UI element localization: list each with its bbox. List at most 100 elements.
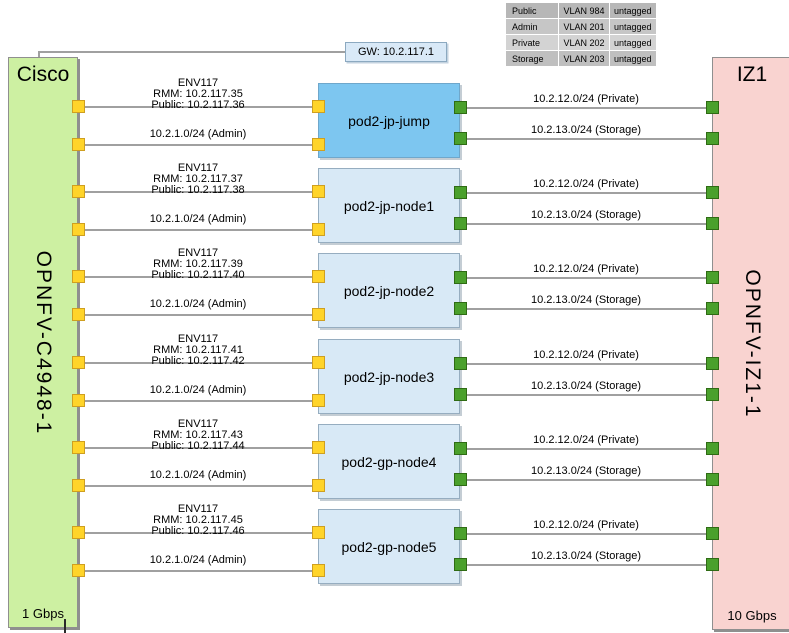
switch-iz1-box[interactable]: IZ1 OPNFV-IZ1-1 10 Gbps: [712, 57, 789, 630]
admin-link-line: [78, 144, 318, 146]
node-port-public: [311, 526, 325, 539]
switch-speed-label: 10 Gbps: [727, 608, 777, 623]
iz1-port-private: [705, 186, 719, 199]
vlan-table-row: Storage VLAN 203 untagged: [506, 51, 656, 66]
node-group: ENV117 RMM: 10.2.117.35 Public: 10.2.117.3…: [0, 0, 789, 160]
private-link-line: [460, 448, 712, 450]
public-link-line: [78, 191, 318, 193]
node-port-admin: [311, 138, 325, 151]
node-port-storage: [453, 132, 467, 145]
node-box-pod2-jp-jump[interactable]: pod2-jp-jump: [318, 83, 460, 158]
env-rmm-public-label: ENV117 RMM: 10.2.117.43 Public: 10.2.117.4…: [151, 418, 245, 452]
public-link-line: [78, 106, 318, 108]
node-port-admin: [311, 223, 325, 236]
iz1-port-storage: [705, 473, 719, 486]
switch-port-admin: [71, 394, 85, 407]
vlan-tagging-cell: untagged: [610, 35, 656, 50]
switch-port-public: [71, 526, 85, 539]
node-port-public: [311, 185, 325, 198]
env-rmm-public-label: ENV117 RMM: 10.2.117.45 Public: 10.2.117.4…: [151, 503, 245, 537]
node-port-public: [311, 100, 325, 113]
vlan-id-cell: VLAN 202: [559, 35, 609, 50]
node-port-admin: [311, 308, 325, 321]
storage-network-label: 10.2.13.0/24 (Storage): [530, 380, 642, 392]
node-port-private: [453, 357, 467, 370]
node-port-storage: [453, 388, 467, 401]
node-port-public: [311, 270, 325, 283]
storage-link-line: [460, 138, 712, 140]
iz1-port-storage: [705, 388, 719, 401]
node-group: ENV117 RMM: 10.2.117.45 Public: 10.2.117.4…: [0, 426, 789, 586]
storage-network-label: 10.2.13.0/24 (Storage): [530, 550, 642, 562]
iz1-port-private: [705, 101, 719, 114]
vlan-tagging-cell: untagged: [610, 51, 656, 66]
switch-name-vertical: OPNFV-IZ1-1: [741, 268, 764, 419]
node-box-pod2-gp-node4[interactable]: pod2-gp-node4: [318, 424, 460, 499]
switch-port-admin: [71, 223, 85, 236]
node-box-pod2-jp-node2[interactable]: pod2-jp-node2: [318, 253, 460, 328]
env-rmm-public-label: ENV117 RMM: 10.2.117.37 Public: 10.2.117.3…: [151, 162, 245, 196]
node-box-pod2-jp-node1[interactable]: pod2-jp-node1: [318, 168, 460, 243]
admin-link-line: [78, 570, 318, 572]
switch-name-vertical: OPNFV-C4948-1: [32, 250, 55, 435]
private-link-line: [460, 192, 712, 194]
private-link-line: [460, 363, 712, 365]
private-network-label: 10.2.12.0/24 (Private): [533, 178, 639, 190]
vlan-tagging-cell: untagged: [610, 19, 656, 34]
switch-speed-label: 1 Gbps: [22, 606, 64, 621]
switch-port-admin: [71, 479, 85, 492]
node-port-private: [453, 271, 467, 284]
gateway-connector-stub: [38, 51, 40, 58]
storage-link-line: [460, 479, 712, 481]
node-port-admin: [311, 394, 325, 407]
vlan-network-cell: Admin: [506, 19, 558, 34]
artifact-mark: [64, 619, 66, 633]
switch-cisco-box[interactable]: Cisco OPNFV-C4948-1 1 Gbps: [8, 57, 78, 628]
public-link-line: [78, 447, 318, 449]
private-network-label: 10.2.12.0/24 (Private): [533, 93, 639, 105]
storage-link-line: [460, 394, 712, 396]
gateway-connector-line: [38, 51, 345, 53]
vlan-network-cell: Storage: [506, 51, 558, 66]
switch-port-admin: [71, 564, 85, 577]
gateway-label: GW: 10.2.117.1: [357, 46, 435, 58]
gateway-box[interactable]: GW: 10.2.117.1: [345, 42, 447, 62]
node-box-pod2-jp-node3[interactable]: pod2-jp-node3: [318, 339, 460, 414]
vlan-table-row: Private VLAN 202 untagged: [506, 35, 656, 50]
switch-port-admin: [71, 308, 85, 321]
public-link-line: [78, 362, 318, 364]
node-port-admin: [311, 564, 325, 577]
private-link-line: [460, 107, 712, 109]
env-rmm-public-label: ENV117 RMM: 10.2.117.39 Public: 10.2.117.4…: [151, 247, 245, 281]
iz1-port-private: [705, 271, 719, 284]
storage-link-line: [460, 564, 712, 566]
vlan-id-cell: VLAN 201: [559, 19, 609, 34]
vlan-id-cell: VLAN 984: [559, 3, 609, 18]
switch-title: IZ1: [736, 63, 768, 86]
iz1-port-storage: [705, 558, 719, 571]
switch-port-public: [71, 100, 85, 113]
vlan-network-cell: Public: [506, 3, 558, 18]
node-port-private: [453, 101, 467, 114]
private-network-label: 10.2.12.0/24 (Private): [533, 349, 639, 361]
admin-link-line: [78, 229, 318, 231]
iz1-port-private: [705, 357, 719, 370]
switch-title: Cisco: [16, 63, 70, 86]
iz1-port-storage: [705, 132, 719, 145]
private-network-label: 10.2.12.0/24 (Private): [533, 263, 639, 275]
node-group: ENV117 RMM: 10.2.117.43 Public: 10.2.117.4…: [0, 341, 789, 501]
vlan-table-row: Admin VLAN 201 untagged: [506, 19, 656, 34]
node-port-public: [311, 356, 325, 369]
node-box-pod2-gp-node5[interactable]: pod2-gp-node5: [318, 509, 460, 584]
iz1-port-private: [705, 442, 719, 455]
private-network-label: 10.2.12.0/24 (Private): [533, 434, 639, 446]
admin-network-label: 10.2.1.0/24 (Admin): [149, 469, 247, 481]
vlan-table: Public VLAN 984 untagged Admin VLAN 201 …: [505, 2, 657, 67]
vlan-network-cell: Private: [506, 35, 558, 50]
node-port-private: [453, 186, 467, 199]
storage-network-label: 10.2.13.0/24 (Storage): [530, 209, 642, 221]
admin-network-label: 10.2.1.0/24 (Admin): [149, 298, 247, 310]
node-port-public: [311, 441, 325, 454]
vlan-table-row: Public VLAN 984 untagged: [506, 3, 656, 18]
